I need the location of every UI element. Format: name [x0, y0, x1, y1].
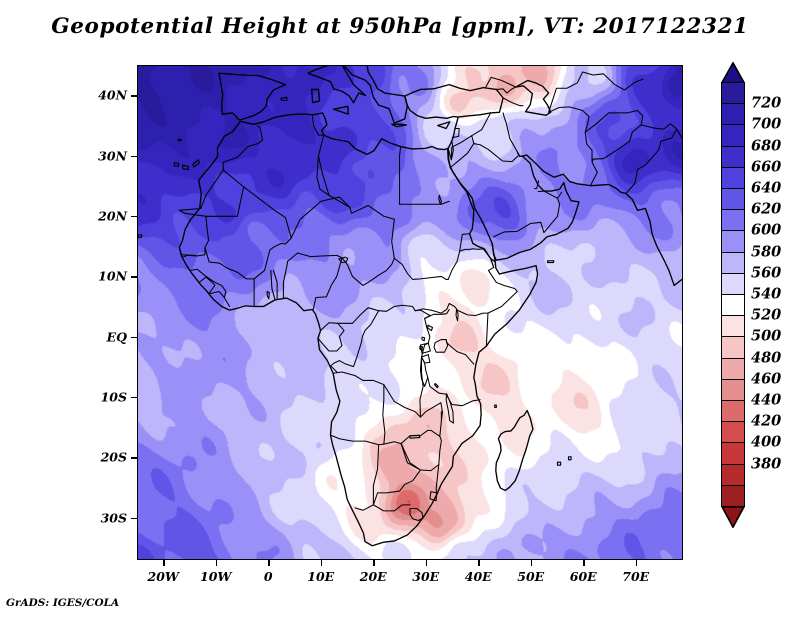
colorbar-band: [721, 230, 745, 253]
coastline-and-border-overlay: [138, 66, 682, 559]
colorbar-band: [721, 442, 745, 465]
colorbar-band: [721, 82, 745, 105]
colorbar-band: [721, 188, 745, 211]
x-axis-tick: [373, 560, 375, 566]
x-axis-label-30E: 30E: [412, 569, 440, 584]
colorbar-label-600: 600: [751, 221, 782, 239]
colorbar-band: [721, 272, 745, 296]
x-axis-tick: [320, 560, 323, 566]
colorbar-band: [721, 315, 745, 338]
colorbar-label-680: 680: [751, 137, 782, 155]
colorbar-label-540: 540: [751, 285, 782, 303]
y-axis-tick: [131, 215, 137, 218]
colorbar-band: [721, 378, 745, 402]
y-axis-tick: [131, 517, 137, 520]
x-axis-tick: [583, 560, 585, 566]
colorbar-band: [721, 294, 745, 317]
colorbar: 720 700 680 660 640 620 600 580 560 540 520 500 480 4…: [720, 61, 781, 554]
x-axis-label-70E: 70E: [622, 569, 650, 584]
x-axis-label-10W: 10W: [200, 569, 232, 584]
x-axis-label-0: 0: [263, 569, 273, 584]
colorbar-band: [721, 484, 745, 508]
colorbar-band: [721, 463, 745, 487]
x-axis-label-40E: 40E: [464, 569, 492, 584]
colorbar-label-560: 560: [751, 264, 782, 282]
x-axis-label-20E: 20E: [359, 569, 387, 584]
y-axis-label-EQ: EQ: [106, 329, 127, 345]
colorbar-band: [721, 103, 745, 126]
colorbar-band: [721, 357, 745, 381]
colorbar-band: [721, 209, 745, 232]
colorbar-lower-arrow: [720, 506, 746, 529]
colorbar-label-660: 660: [751, 158, 782, 176]
colorbar-band: [721, 145, 745, 169]
x-axis-tick: [215, 560, 218, 566]
colorbar-band: [721, 421, 745, 444]
colorbar-label-620: 620: [751, 200, 782, 218]
x-axis-tick: [478, 560, 480, 566]
colorbar-upper-arrow: [720, 61, 746, 84]
y-axis-label-10S: 10S: [100, 389, 127, 405]
map-plot-area: [137, 65, 683, 560]
colorbar-band: [721, 336, 745, 359]
x-axis-label-60E: 60E: [569, 569, 597, 584]
x-axis-label-10E: 10E: [307, 569, 335, 584]
grads-attribution: GrADS: IGES/COLA: [6, 597, 120, 609]
x-axis-tick: [530, 560, 533, 566]
colorbar-label-520: 520: [751, 306, 782, 324]
colorbar-band: [721, 124, 745, 147]
y-axis-label-30N: 30N: [98, 148, 127, 164]
y-axis-label-40N: 40N: [98, 87, 127, 103]
colorbar-label-480: 480: [751, 349, 782, 367]
colorbar-band: [721, 251, 745, 275]
y-axis-tick: [131, 95, 137, 97]
colorbar-label-400: 400: [751, 433, 782, 451]
x-axis-tick: [425, 560, 428, 566]
colorbar-label-500: 500: [751, 327, 782, 345]
x-axis-label-50E: 50E: [517, 569, 545, 584]
colorbar-label-700: 700: [751, 115, 782, 133]
colorbar-label-440: 440: [751, 391, 782, 409]
colorbar-band: [721, 166, 745, 190]
y-axis-tick: [131, 397, 137, 399]
y-axis-tick: [131, 155, 137, 157]
y-axis-label-20S: 20S: [100, 449, 127, 465]
y-axis-label-20N: 20N: [98, 208, 127, 224]
y-axis-tick: [131, 457, 137, 459]
colorbar-label-420: 420: [751, 412, 782, 430]
x-axis-tick: [268, 560, 270, 566]
colorbar-label-460: 460: [751, 370, 782, 388]
y-axis-label-30S: 30S: [100, 510, 127, 526]
colorbar-label-720: 720: [751, 94, 782, 112]
chart-title: Geopotential Height at 950hPa [gpm], VT:…: [51, 14, 749, 39]
y-axis-tick: [131, 276, 137, 278]
colorbar-label-580: 580: [751, 243, 782, 261]
y-axis-tick: [131, 336, 137, 339]
y-axis-label-10N: 10N: [98, 268, 127, 284]
colorbar-band: [721, 400, 745, 423]
colorbar-label-640: 640: [751, 179, 782, 197]
colorbar-label-380: 380: [751, 455, 782, 473]
x-axis-tick: [635, 560, 638, 566]
x-axis-tick: [163, 560, 165, 566]
x-axis-label-20W: 20W: [147, 569, 179, 584]
